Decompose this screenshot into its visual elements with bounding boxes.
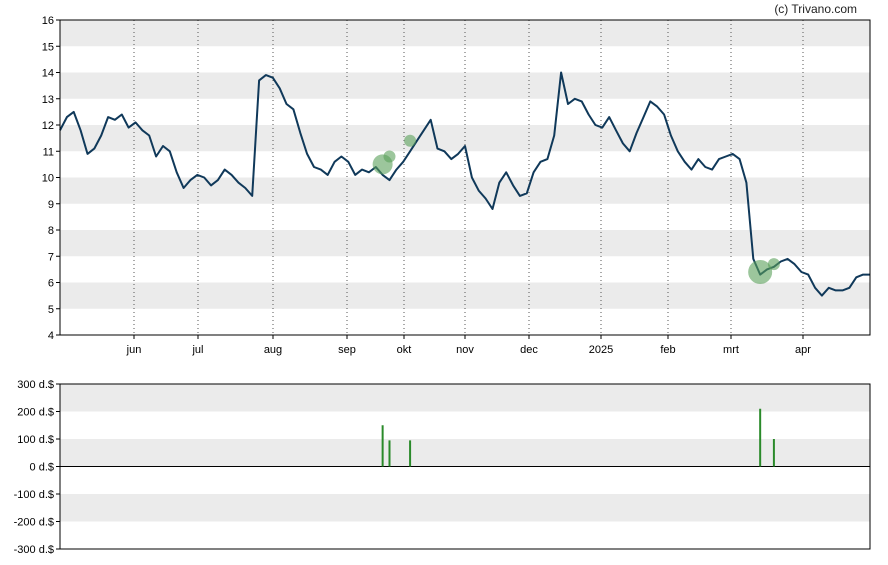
y-tick-label: 5 (48, 304, 54, 316)
y-tick-label: 10 (42, 173, 54, 185)
insider-event-markers (372, 134, 780, 284)
volume-bars (60, 408, 870, 467)
x-tick-label: dec (520, 344, 538, 356)
price-month-gridlines (133, 20, 804, 335)
insider-event-marker (767, 258, 780, 271)
volume-y-axis-ticks: 300 d.$ 200 d.$ 100 d.$ 0 d.$ -100 d.$ -200 d… (14, 379, 60, 556)
y-tick-label: 12 (42, 120, 54, 132)
y-tick-label: 8 (48, 225, 54, 237)
volume-y-tick-label: -100 d.$ (14, 489, 54, 501)
y-tick-label: 14 (42, 68, 54, 80)
x-tick-label: feb (660, 344, 675, 356)
volume-y-tick-label: -200 d.$ (14, 517, 54, 529)
insider-event-marker (404, 134, 417, 147)
volume-y-tick-label: 0 d.$ (30, 462, 54, 474)
y-tick-label: 15 (42, 41, 54, 53)
x-tick-label: mrt (723, 344, 739, 356)
price-band (60, 230, 870, 257)
volume-y-tick-label: 100 d.$ (17, 434, 54, 446)
volume-band (60, 439, 870, 467)
price-band (60, 177, 870, 204)
price-band (60, 20, 870, 47)
volume-band (60, 494, 870, 522)
x-tick-label: jul (191, 344, 203, 356)
credit-text: (c) Trivano.com (774, 2, 857, 16)
volume-y-tick-label: -300 d.$ (14, 544, 54, 556)
volume-grid-bands (60, 384, 870, 522)
insider-event-marker (383, 150, 396, 163)
y-tick-label: 6 (48, 278, 54, 290)
price-panel-frame (59, 19, 871, 336)
y-tick-label: 4 (48, 330, 54, 342)
x-tick-label: jun (126, 344, 142, 356)
price-line-group (59, 71, 870, 297)
price-x-axis-ticks: jun jul aug sep okt nov dec 2025 feb mrt apr (126, 335, 811, 356)
insider-event-marker (748, 260, 773, 284)
price-line (59, 71, 870, 297)
price-y-axis-ticks: 4 5 6 7 8 9 10 11 12 13 14 15 16 (42, 15, 60, 342)
x-tick-label: sep (338, 344, 356, 356)
volume-y-tick-label: 300 d.$ (17, 379, 54, 391)
volume-panel-frame (59, 383, 871, 550)
chart-frames (59, 19, 871, 550)
x-tick-label: 2025 (589, 344, 613, 356)
x-tick-label: okt (397, 344, 412, 356)
y-tick-label: 7 (48, 251, 54, 263)
y-tick-label: 9 (48, 199, 54, 211)
y-tick-label: 13 (42, 94, 54, 106)
y-tick-label: 11 (43, 146, 54, 158)
volume-band (60, 384, 870, 412)
y-tick-label: 16 (42, 15, 54, 27)
x-tick-label: aug (264, 344, 282, 356)
x-tick-label: nov (456, 344, 474, 356)
x-tick-label: apr (795, 344, 811, 356)
volume-y-tick-label: 200 d.$ (17, 407, 54, 419)
price-grid-bands (60, 20, 870, 309)
